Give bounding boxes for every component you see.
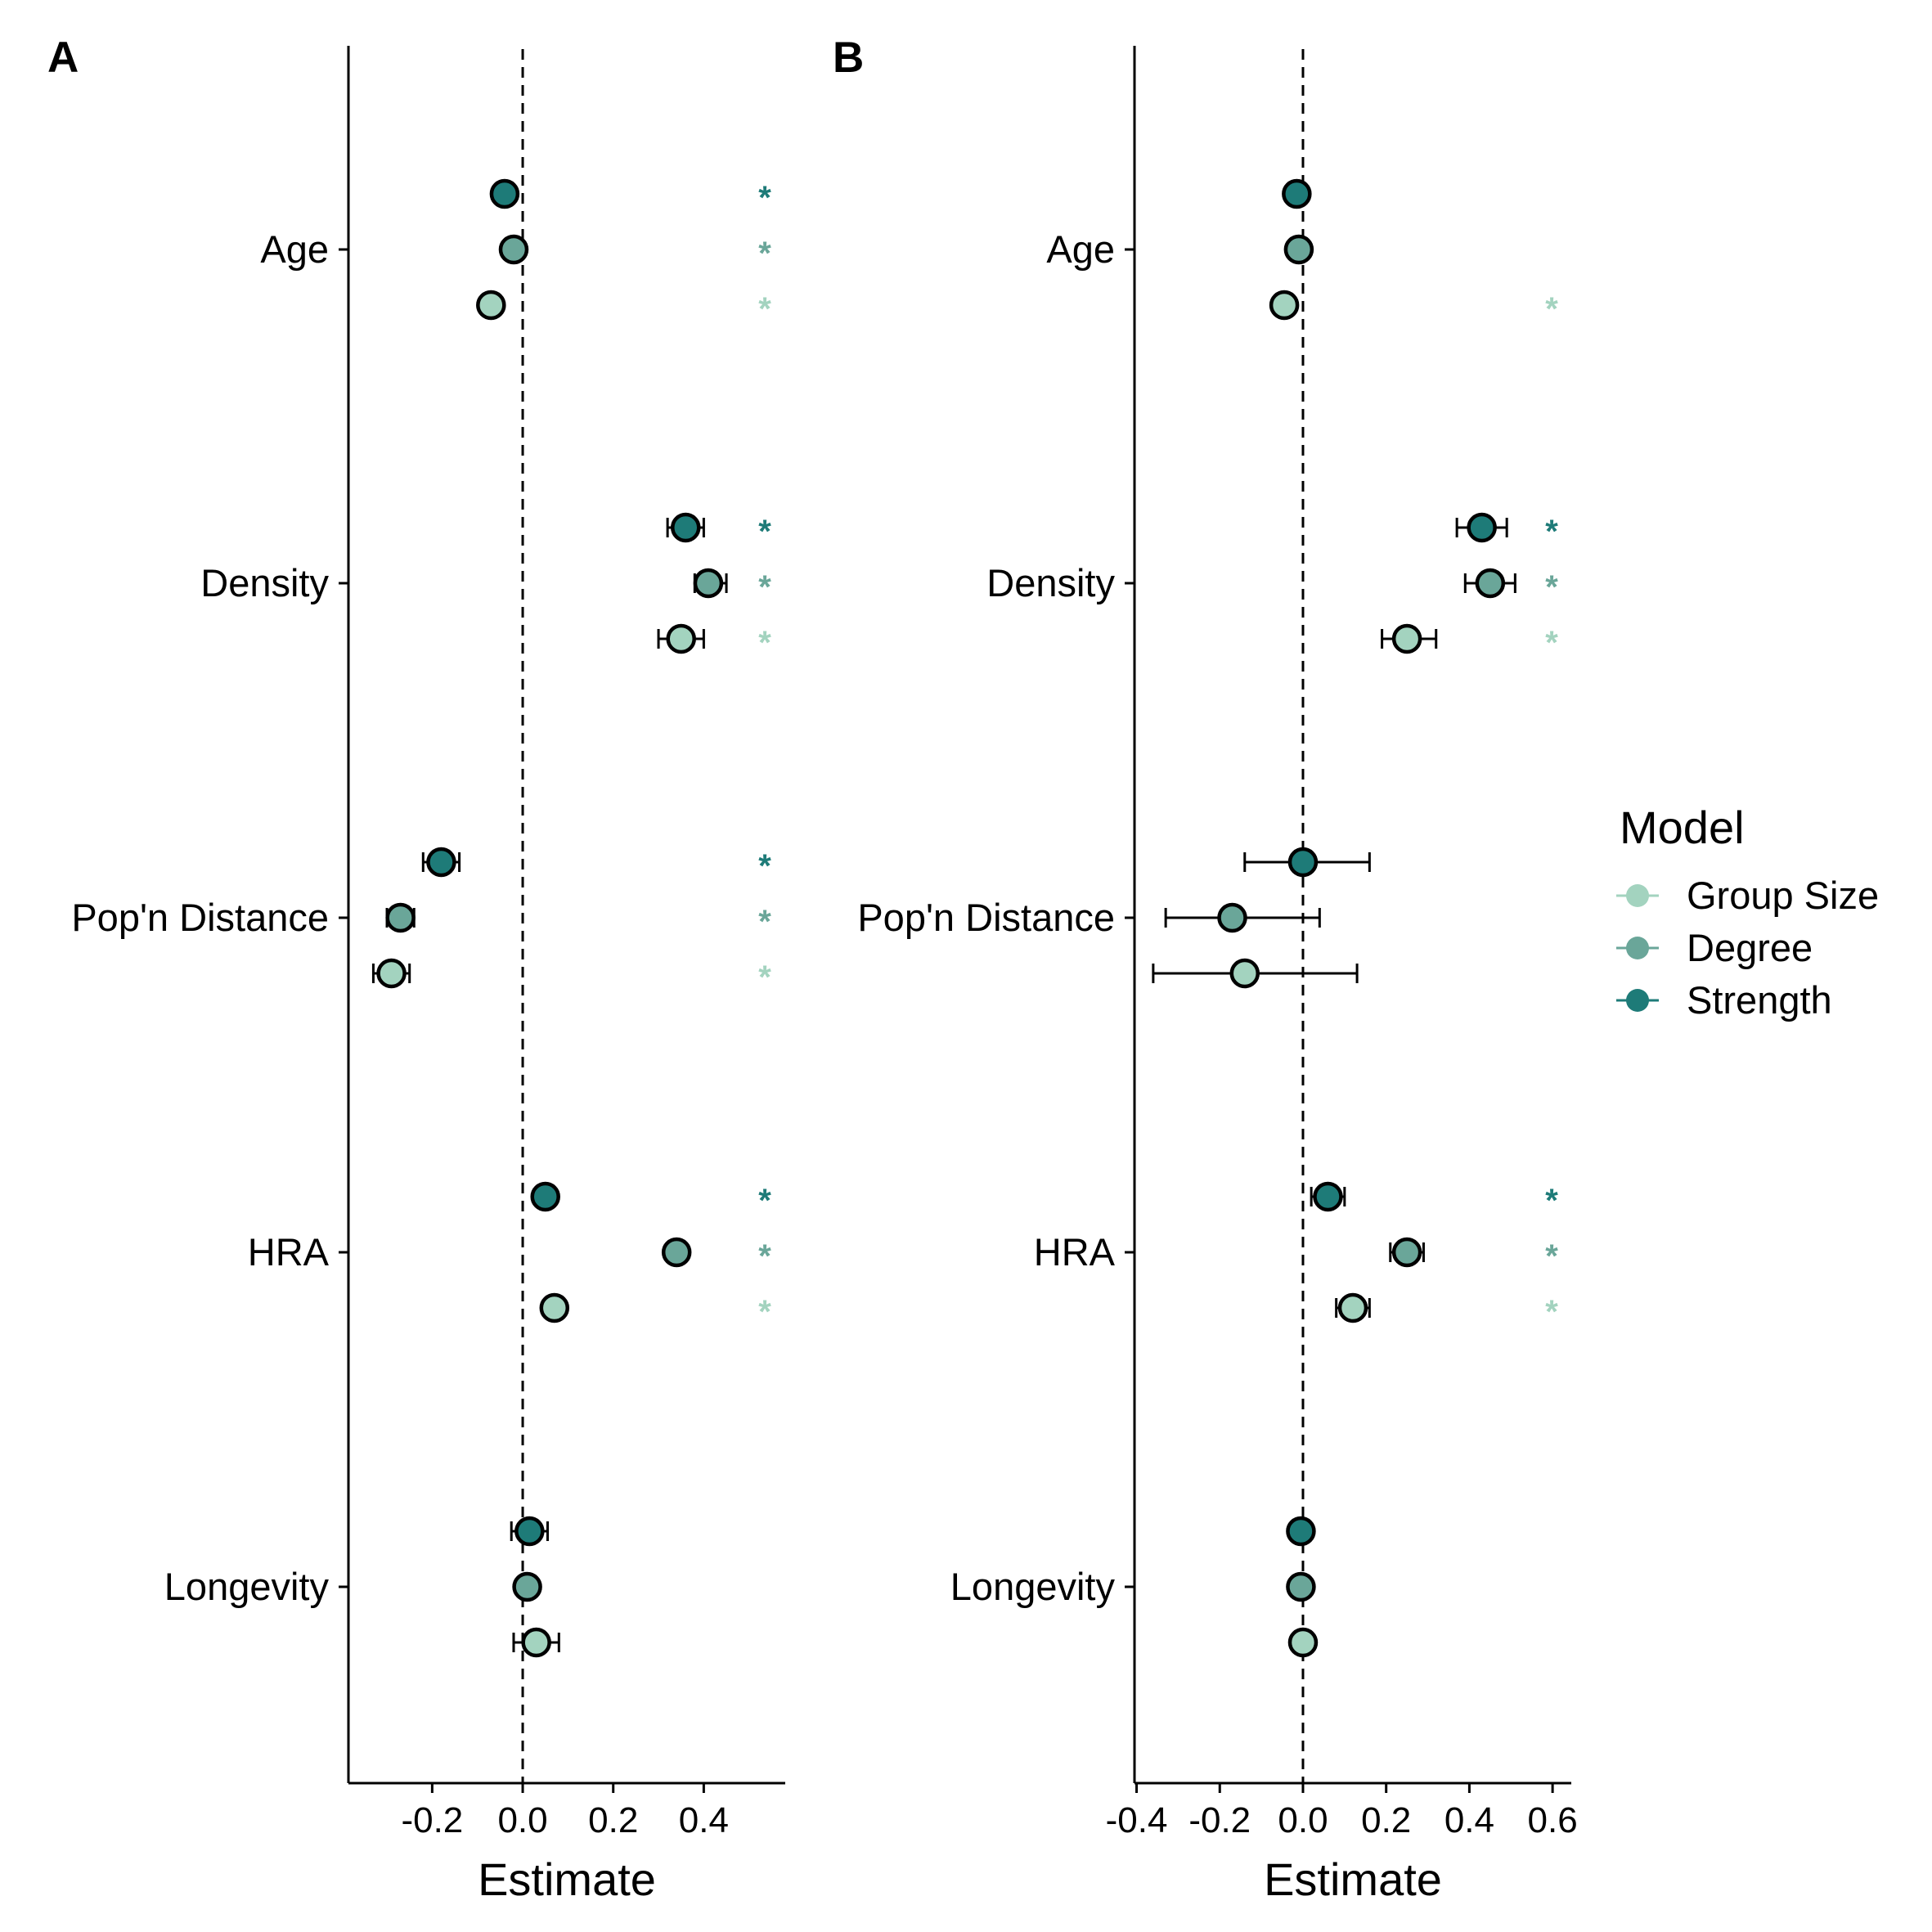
panel-b-x-axis-title: Estimate: [1264, 1853, 1442, 1905]
panel-a-x-tick-label: 0.4: [679, 1800, 729, 1840]
panel-a-strength-hra-significance-star: *: [758, 1183, 771, 1219]
legend-key-dot-strength: [1626, 989, 1649, 1012]
legend-title: Model: [1620, 802, 1745, 853]
panel-b-strength-pop-n-distance-point: [1287, 847, 1319, 878]
panel-a-degree-hra-point: [661, 1237, 692, 1268]
panel-a-group-size-pop-n-distance-significance-star: *: [758, 959, 771, 995]
panel-a-degree-density-significance-star: *: [758, 569, 771, 605]
panel-b: B Age Density Pop'n Distance HRA Longevity -…: [833, 34, 1578, 1905]
panel-a: A Age Density Pop'n Distance HRA Longevity -…: [47, 34, 785, 1905]
panel-b-x-tick-label: 0.6: [1528, 1800, 1578, 1840]
panel-a-strength-age-point: [489, 178, 520, 209]
panel-a-letter: A: [47, 34, 79, 82]
panel-a-strength-density-significance-star: *: [758, 514, 771, 550]
panel-a-degree-longevity-point: [512, 1571, 542, 1602]
legend-key-dot-degree: [1626, 937, 1649, 959]
panel-b-x-tick-label: -0.4: [1106, 1800, 1168, 1840]
panel-b-degree-longevity-point: [1286, 1571, 1316, 1602]
panel-a-category-label-hra: HRA: [248, 1230, 330, 1274]
panel-b-group-size-density-point: [1391, 623, 1422, 654]
panel-a-group-size-density-significance-star: *: [758, 625, 771, 661]
legend-key-dot-group-size: [1626, 884, 1649, 907]
panel-b-degree-age-point: [1283, 234, 1314, 265]
panel-a-group-size-longevity-point: [521, 1627, 551, 1658]
panel-b-strength-hra-point: [1313, 1181, 1343, 1212]
panel-a-x-tick-label: 0.2: [588, 1800, 638, 1840]
panel-b-category-label-age: Age: [1046, 227, 1115, 271]
panel-a-category-label-density: Density: [200, 561, 329, 604]
panel-a-group-size-age-point: [476, 290, 506, 321]
panel-b-x-tick-label: 0.0: [1278, 1800, 1328, 1840]
panel-b-group-size-pop-n-distance-point: [1229, 958, 1260, 989]
panel-a-degree-density-point: [693, 568, 724, 599]
legend-label-strength: Strength: [1687, 978, 1832, 1022]
panel-a-x-tick-label: 0.0: [497, 1800, 547, 1840]
panel-b-degree-density-point: [1475, 568, 1506, 599]
panel-b-strength-longevity-point: [1286, 1516, 1316, 1547]
panel-a-group-size-hra-point: [539, 1292, 570, 1323]
panel-a-degree-hra-significance-star: *: [758, 1238, 771, 1274]
panel-a-group-size-age-significance-star: *: [758, 291, 771, 327]
panel-a-category-label-longevity: Longevity: [164, 1565, 330, 1608]
panel-b-group-size-age-point: [1269, 290, 1300, 321]
panel-a-degree-age-point: [498, 234, 529, 265]
panel-b-category-label-density: Density: [986, 561, 1115, 604]
panel-b-group-size-hra-significance-star: *: [1545, 1294, 1558, 1330]
panel-b-category-label-pop-n-distance: Pop'n Distance: [857, 896, 1115, 939]
panel-b-degree-hra-significance-star: *: [1545, 1238, 1558, 1274]
panel-a-strength-longevity-point: [514, 1516, 545, 1547]
panel-b-strength-hra-significance-star: *: [1545, 1183, 1558, 1219]
legend-label-degree: Degree: [1687, 926, 1813, 969]
panel-b-x-tick-label: -0.2: [1188, 1800, 1251, 1840]
panel-a-strength-hra-point: [530, 1181, 560, 1212]
panel-a-strength-pop-n-distance-point: [426, 847, 456, 878]
panel-b-group-size-longevity-point: [1287, 1627, 1319, 1658]
panel-b-strength-density-point: [1467, 512, 1497, 543]
panel-b-x-tick-label: 0.4: [1445, 1800, 1494, 1840]
panel-a-x-tick-label: -0.2: [401, 1800, 463, 1840]
panel-a-degree-pop-n-distance-significance-star: *: [758, 904, 771, 940]
panel-a-degree-pop-n-distance-point: [385, 902, 416, 933]
panel-a-group-size-pop-n-distance-point: [376, 958, 407, 989]
panel-a-strength-density-point: [671, 512, 701, 543]
panel-a-category-label-age: Age: [260, 227, 329, 271]
panel-a-group-size-hra-significance-star: *: [758, 1294, 771, 1330]
legend: Model Group Size Degree Strength: [1616, 802, 1879, 1022]
panel-b-degree-hra-point: [1391, 1237, 1422, 1268]
panel-b-letter: B: [833, 34, 864, 82]
panel-b-degree-pop-n-distance-point: [1217, 902, 1247, 933]
panel-a-group-size-density-point: [666, 623, 696, 654]
panel-a-category-label-pop-n-distance: Pop'n Distance: [71, 896, 329, 939]
panel-b-group-size-hra-point: [1337, 1292, 1368, 1323]
panel-b-group-size-age-significance-star: *: [1545, 291, 1558, 327]
panel-a-strength-age-significance-star: *: [758, 180, 771, 216]
panel-b-category-label-hra: HRA: [1034, 1230, 1116, 1274]
panel-a-strength-pop-n-distance-significance-star: *: [758, 848, 771, 884]
panel-b-x-tick-label: 0.2: [1361, 1800, 1411, 1840]
panel-a-degree-age-significance-star: *: [758, 236, 771, 272]
panel-b-group-size-density-significance-star: *: [1545, 625, 1558, 661]
panel-b-degree-density-significance-star: *: [1545, 569, 1558, 605]
panel-b-category-label-longevity: Longevity: [950, 1565, 1116, 1608]
legend-label-group-size: Group Size: [1687, 874, 1879, 917]
panel-a-x-axis-title: Estimate: [478, 1853, 656, 1905]
panel-b-strength-density-significance-star: *: [1545, 514, 1558, 550]
panel-b-strength-age-point: [1282, 178, 1312, 209]
